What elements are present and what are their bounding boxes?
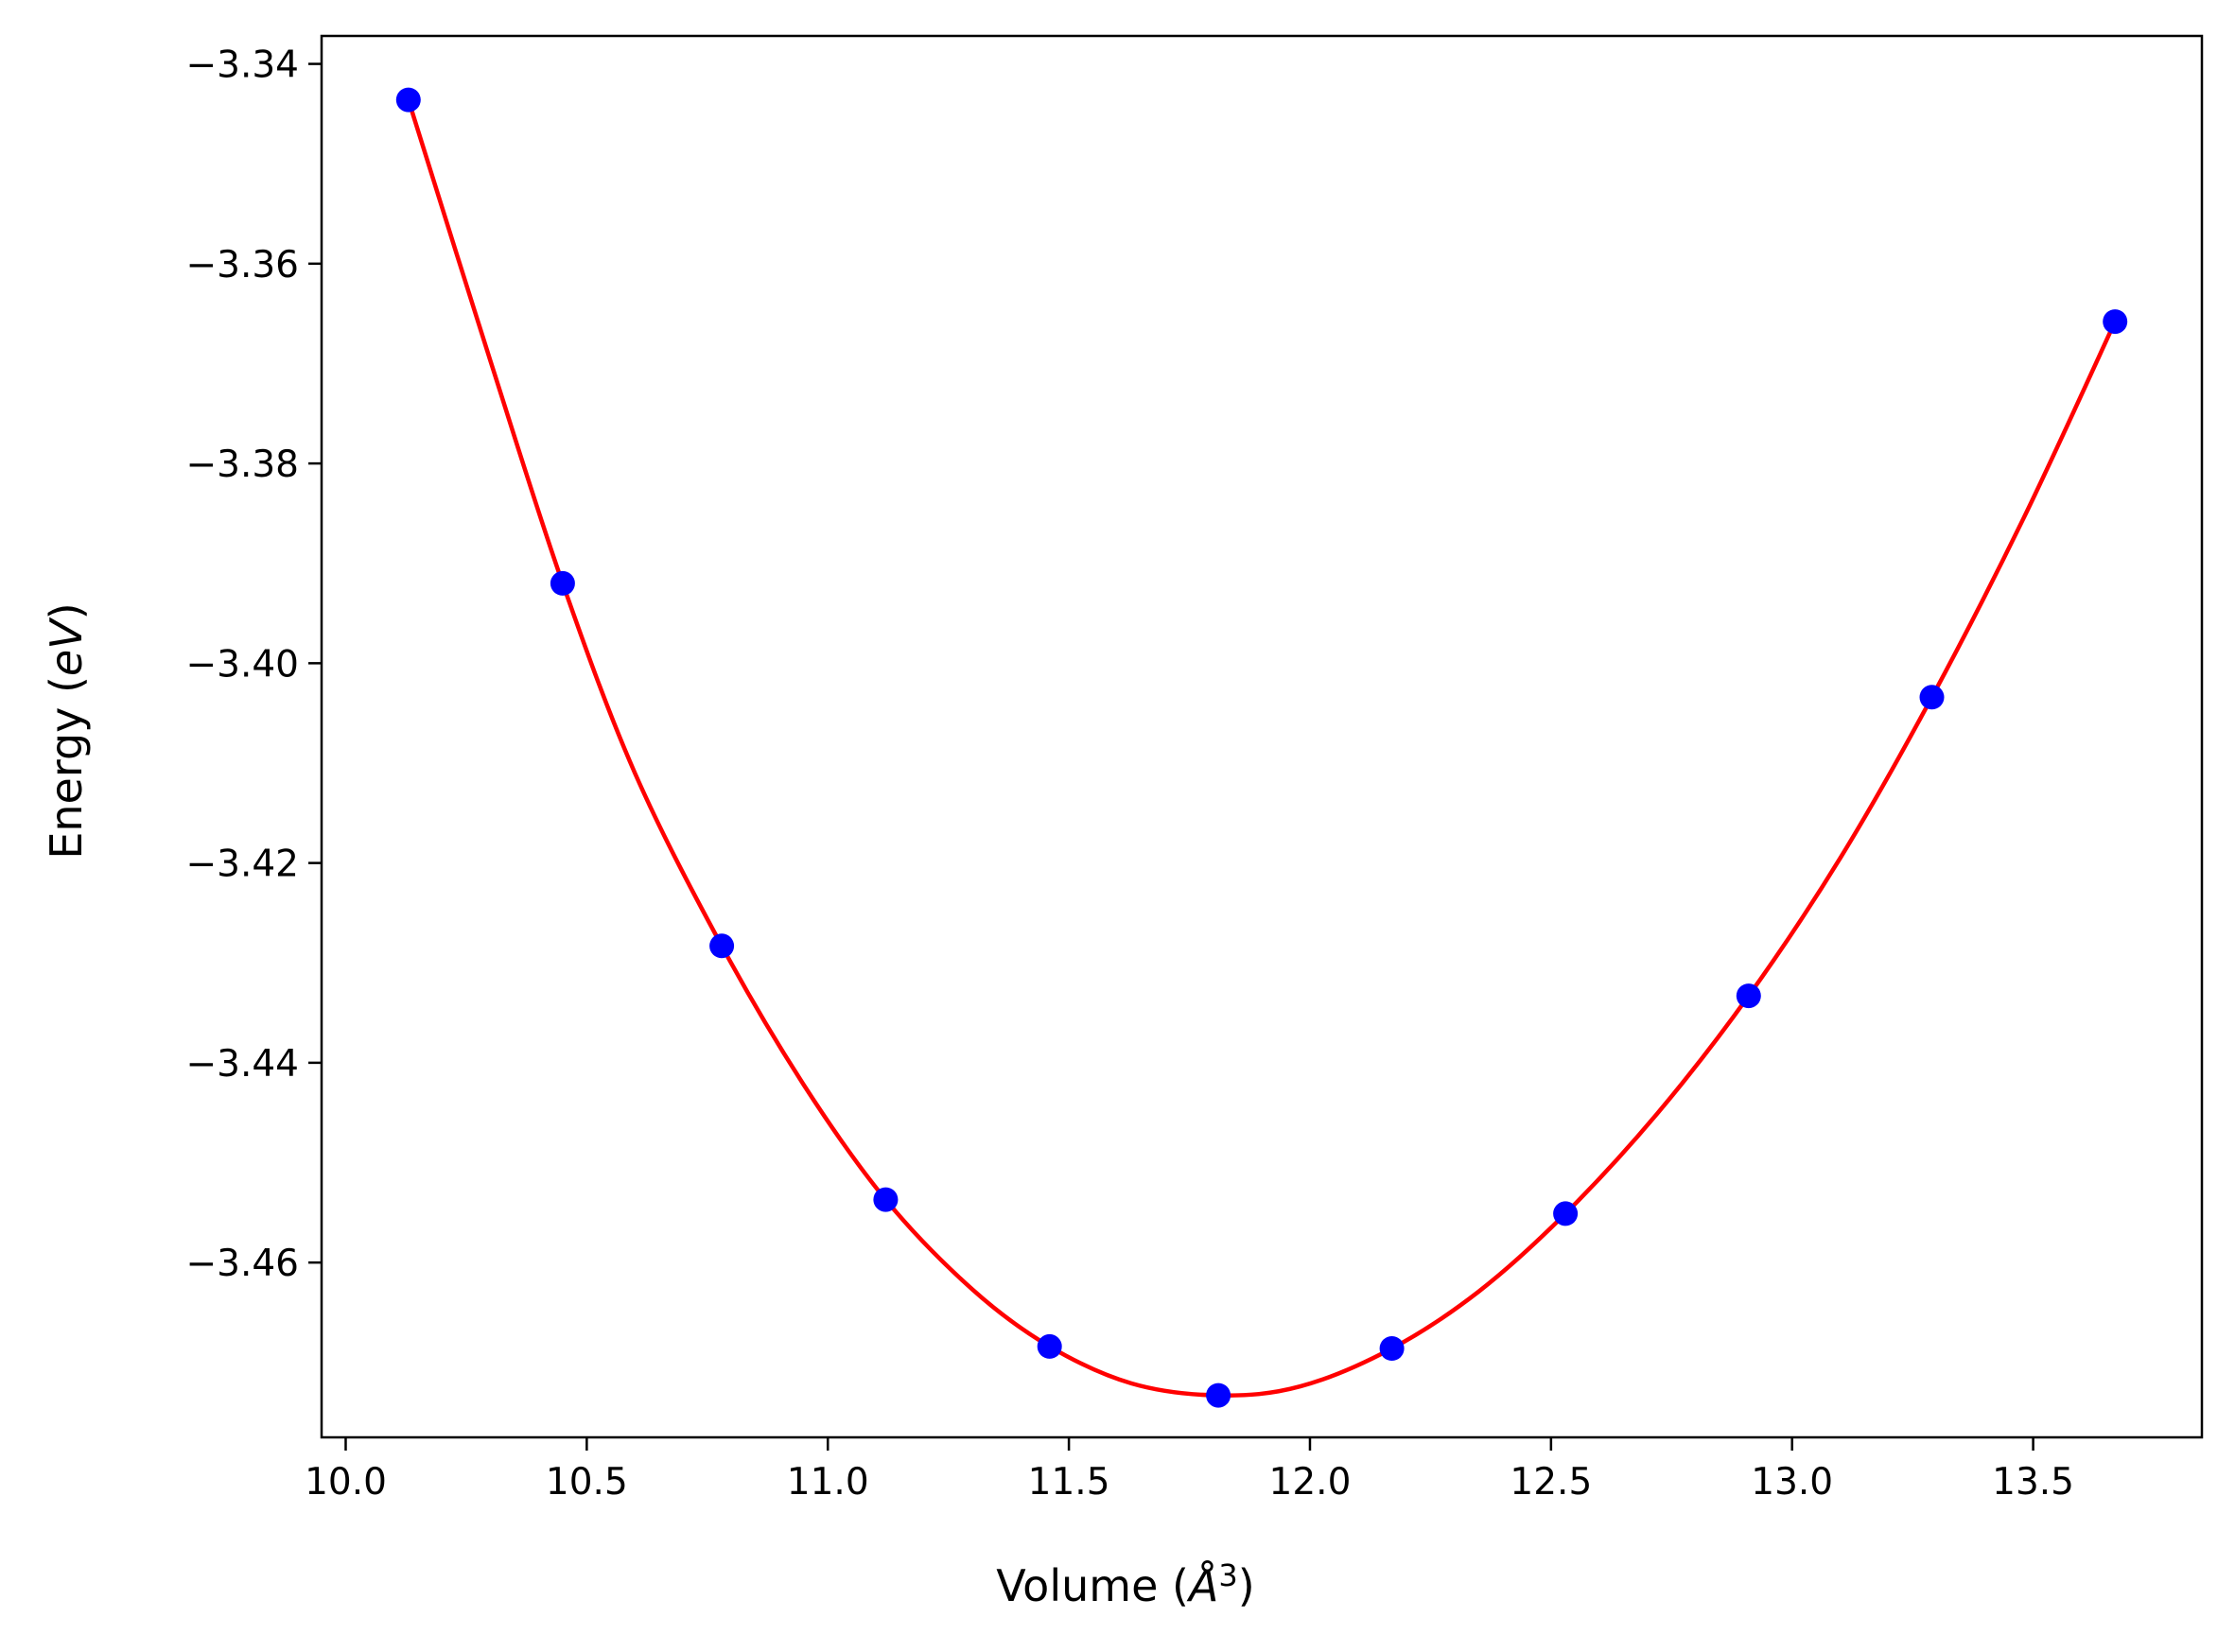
y-tick-label: −3.36 [185, 244, 299, 287]
data-point [1553, 1201, 1579, 1226]
y-tick-label: −3.44 [185, 1043, 299, 1086]
data-point [1206, 1382, 1231, 1408]
data-point [1379, 1336, 1405, 1361]
data-point [550, 570, 575, 596]
data-point [1919, 685, 1945, 710]
y-tick-label: −3.46 [185, 1243, 299, 1285]
data-point [2103, 309, 2128, 335]
data-point [1736, 983, 1761, 1009]
x-axis-ticks: 10.0 10.5 11.0 11.5 12.0 12.5 13.0 13.5 [305, 1437, 2074, 1504]
y-axis-ticks: −3.34 −3.36 −3.38 −3.40 −3.42 −3.44 −3.46 [185, 44, 322, 1285]
fit-curve [406, 97, 2118, 1398]
data-point [709, 933, 735, 959]
plot-frame [320, 34, 2204, 1439]
x-tick-label: 10.5 [546, 1461, 628, 1504]
x-tick-label: 12.5 [1510, 1461, 1592, 1504]
y-axis-label: Energy (eV) [41, 602, 92, 859]
x-tick-label: 11.0 [787, 1461, 869, 1504]
y-tick-label: −3.42 [185, 843, 299, 886]
x-axis-label: Volume (Å3) [996, 1557, 1254, 1611]
x-tick-label: 11.5 [1028, 1461, 1110, 1504]
data-point [873, 1187, 899, 1212]
data-point [1037, 1333, 1062, 1359]
fit-curve-layer [406, 97, 2118, 1398]
y-tick-label: −3.38 [185, 443, 299, 486]
data-points-layer [395, 87, 2128, 1408]
y-tick-label: −3.34 [185, 44, 299, 87]
data-point [395, 87, 421, 113]
x-tick-label: 13.0 [1751, 1461, 1833, 1504]
x-tick-label: 13.5 [1992, 1461, 2074, 1504]
x-tick-label: 10.0 [305, 1461, 387, 1504]
x-tick-label: 12.0 [1269, 1461, 1352, 1504]
y-tick-label: −3.40 [185, 643, 299, 686]
